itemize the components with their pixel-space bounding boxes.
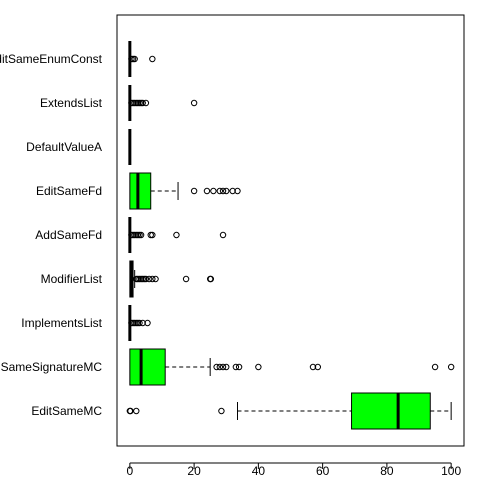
outlier-point bbox=[133, 407, 140, 415]
x-tick-label: 40 bbox=[252, 464, 266, 478]
box-group bbox=[129, 260, 215, 298]
box-group bbox=[128, 41, 156, 77]
outlier-point bbox=[190, 99, 198, 107]
outlier-point bbox=[139, 319, 146, 327]
x-axis: 0 20 40 60 80 100 bbox=[127, 462, 461, 478]
outlier-point bbox=[219, 363, 227, 371]
outlier-point bbox=[137, 231, 145, 239]
category-label: EditSameEnumConst bbox=[0, 52, 103, 66]
outlier-point bbox=[213, 363, 220, 371]
outlier-point bbox=[219, 187, 227, 195]
outlier-point bbox=[216, 363, 224, 371]
box-iqr bbox=[129, 172, 152, 210]
outlier-point bbox=[203, 187, 211, 195]
boxes-layer bbox=[126, 41, 455, 430]
outlier-point bbox=[234, 187, 241, 195]
outlier-point bbox=[447, 363, 455, 371]
outlier-point bbox=[218, 407, 225, 415]
box-group bbox=[128, 217, 227, 253]
x-tick-label: 100 bbox=[441, 464, 461, 478]
outlier-point bbox=[145, 275, 153, 283]
outlier-point bbox=[431, 363, 439, 371]
outlier-point bbox=[173, 231, 180, 239]
outlier-point bbox=[190, 187, 198, 195]
box-iqr bbox=[129, 348, 166, 386]
outlier-point bbox=[232, 363, 240, 371]
category-label: DefaultValueA bbox=[26, 140, 102, 154]
outlier-point bbox=[149, 55, 156, 63]
outlier-point bbox=[149, 275, 156, 283]
outlier-point bbox=[207, 275, 215, 283]
outlier-point bbox=[139, 99, 146, 107]
outlier-point bbox=[142, 275, 150, 283]
outlier-point bbox=[149, 231, 156, 239]
outlier-point bbox=[142, 99, 150, 107]
outlier-point bbox=[223, 187, 230, 195]
box-iqr bbox=[351, 392, 431, 430]
box-group bbox=[129, 348, 455, 386]
outlier-point bbox=[131, 55, 138, 63]
category-label: ImplementsList bbox=[21, 316, 102, 330]
box-group bbox=[129, 172, 241, 210]
category-label: AddSameFd bbox=[35, 228, 102, 242]
category-label: EditSameFd bbox=[36, 184, 102, 198]
x-tick-label: 20 bbox=[187, 464, 201, 478]
outlier-point bbox=[152, 275, 159, 283]
category-label: SameSignatureMC bbox=[1, 360, 103, 374]
x-tick-label: 60 bbox=[316, 464, 330, 478]
outlier-point bbox=[255, 363, 262, 371]
outlier-point bbox=[235, 363, 243, 371]
outlier-point bbox=[223, 363, 230, 371]
category-label: ModifierList bbox=[41, 272, 103, 286]
outlier-point bbox=[309, 363, 317, 371]
y-axis-labels: EditSameMC SameSignatureMC ImplementsList M… bbox=[0, 52, 103, 418]
outlier-point bbox=[210, 187, 217, 195]
box-group bbox=[128, 85, 198, 121]
outlier-point bbox=[219, 231, 227, 239]
outlier-point bbox=[314, 363, 322, 371]
category-label: ExtendsList bbox=[40, 96, 103, 110]
outlier-point bbox=[216, 187, 224, 195]
outlier-point bbox=[136, 319, 143, 327]
category-label: EditSameMC bbox=[31, 404, 102, 418]
outlier-point bbox=[229, 187, 236, 195]
box-group bbox=[128, 305, 151, 341]
box-group bbox=[126, 392, 452, 430]
outlier-point bbox=[144, 319, 151, 327]
plot-frame bbox=[116, 14, 465, 447]
outlier-point bbox=[182, 275, 190, 283]
x-tick-label: 0 bbox=[127, 464, 134, 478]
x-tick-label: 80 bbox=[380, 464, 394, 478]
